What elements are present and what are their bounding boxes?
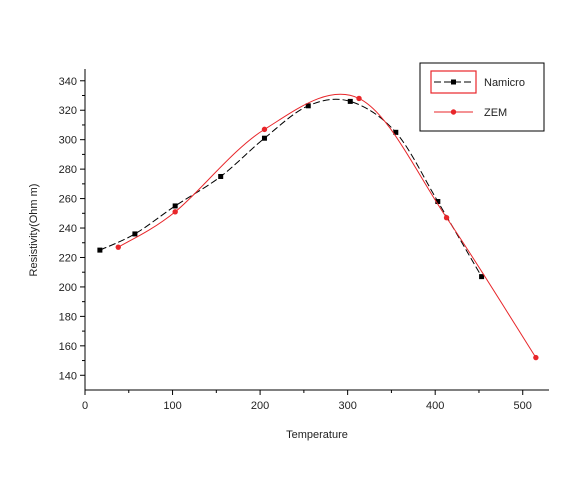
data-point-zem — [356, 95, 362, 102]
legend: Namicro ZEM — [419, 62, 545, 132]
data-point-namicro — [261, 135, 267, 141]
legend-marker-namicro — [451, 79, 456, 85]
data-point-namicro — [218, 173, 224, 179]
y-tick-label: 240 — [59, 223, 77, 235]
y-axis-title: Resistivity(Ohm m) — [28, 184, 40, 277]
x-tick-label: 300 — [338, 400, 356, 412]
x-tick-label: 200 — [251, 400, 269, 412]
plot-area: 0 100 200 300 400 500 140 160 180 200 220 240 260 28… — [59, 69, 549, 412]
data-point-zem — [172, 209, 178, 215]
x-tick-label: 400 — [426, 400, 444, 412]
legend-box — [419, 62, 545, 132]
data-point-namicro — [172, 203, 178, 209]
legend-items: Namicro ZEM — [430, 70, 525, 119]
data-point-namicro — [435, 199, 441, 205]
y-tick-label: 320 — [59, 105, 77, 117]
x-tick-label: 500 — [514, 400, 532, 412]
y-tick-label: 280 — [59, 164, 77, 176]
data-point-zem — [443, 215, 450, 221]
data-point-namicro — [393, 129, 399, 135]
legend-highlight-box — [430, 70, 477, 94]
y-tick-label: 160 — [59, 341, 77, 353]
legend-label-namicro: Namicro — [484, 77, 525, 89]
data-point-zem — [115, 244, 121, 250]
legend-label-zem: ZEM — [484, 107, 507, 119]
x-axis-title: Temperature — [286, 429, 348, 441]
y-tick-label: 140 — [59, 370, 77, 382]
x-axis-ticks: 0 100 200 300 400 500 — [82, 390, 532, 412]
series-namicro — [97, 98, 485, 280]
y-tick-label: 260 — [59, 194, 77, 206]
legend-entry-zem: ZEM — [434, 107, 507, 119]
y-tick-label: 300 — [59, 135, 77, 147]
y-tick-label: 180 — [59, 311, 77, 323]
series-line-zem — [118, 93, 537, 358]
data-point-namicro — [479, 274, 485, 280]
data-point-namicro — [305, 103, 311, 109]
data-point-namicro — [132, 231, 138, 237]
data-point-zem — [533, 354, 539, 361]
y-axis-ticks: 140 160 180 200 220 240 260 280 300 320 340 — [59, 76, 85, 382]
y-tick-label: 200 — [59, 282, 77, 294]
series-layer — [97, 93, 539, 361]
y-tick-label: 340 — [59, 76, 77, 88]
data-point-zem — [261, 126, 268, 133]
data-point-namicro — [97, 247, 103, 253]
series-line-namicro — [99, 98, 483, 277]
y-tick-label: 220 — [59, 252, 77, 264]
legend-entry-namicro: Namicro — [430, 70, 525, 94]
data-point-namicro — [347, 98, 353, 104]
x-tick-label: 100 — [163, 400, 181, 412]
legend-marker-zem — [450, 109, 457, 115]
x-tick-label: 0 — [82, 400, 88, 412]
series-zem — [115, 93, 539, 361]
